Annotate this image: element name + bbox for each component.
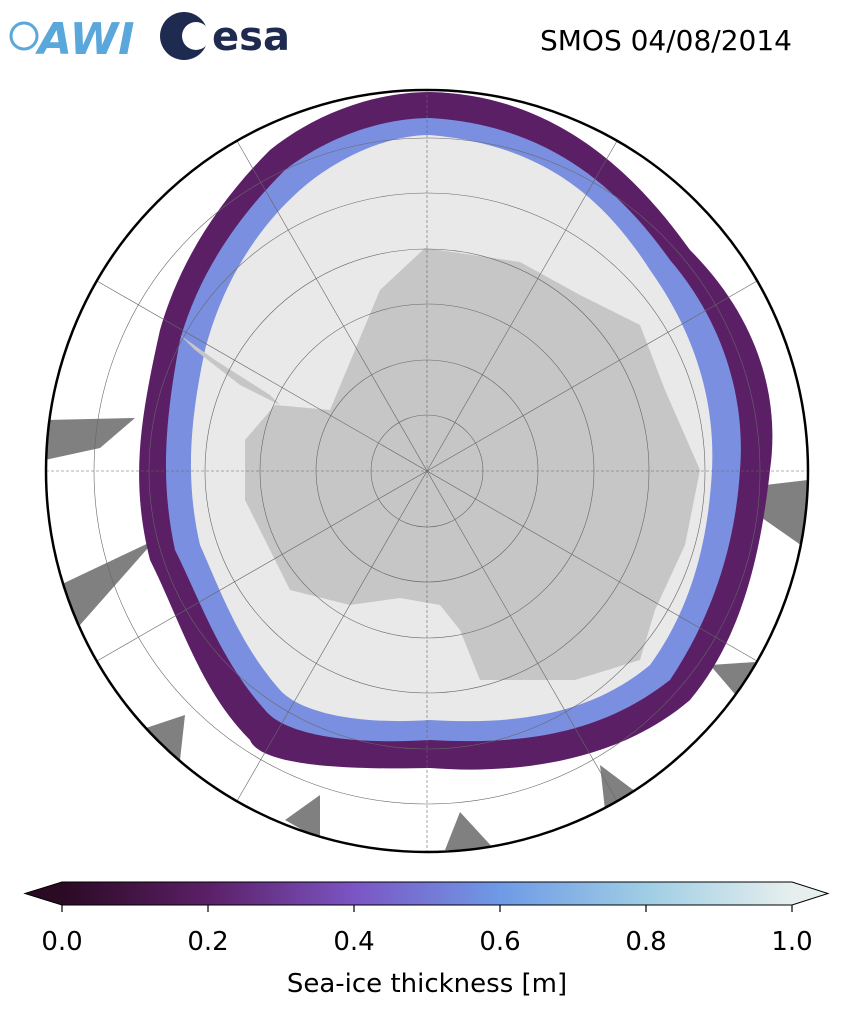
awi-text: AWI: [35, 14, 135, 65]
tick-label: 0.6: [479, 927, 520, 957]
tick-label: 0.0: [41, 927, 82, 957]
esa-text: esa: [212, 14, 290, 60]
tick-label: 0.8: [625, 927, 666, 957]
tick-label: 0.2: [187, 927, 228, 957]
map-title: SMOS 04/08/2014: [540, 24, 792, 57]
colorbar: [23, 881, 830, 906]
map-frame: [44, 88, 810, 854]
esa-logo: esa: [160, 12, 290, 60]
map: [46, 90, 808, 852]
graticule: [46, 90, 808, 852]
colorbar-label: Sea-ice thickness [m]: [287, 969, 567, 999]
tick-label: 0.4: [333, 927, 374, 957]
tick-label: 1.0: [771, 927, 812, 957]
awi-logo: AWI: [9, 14, 135, 65]
